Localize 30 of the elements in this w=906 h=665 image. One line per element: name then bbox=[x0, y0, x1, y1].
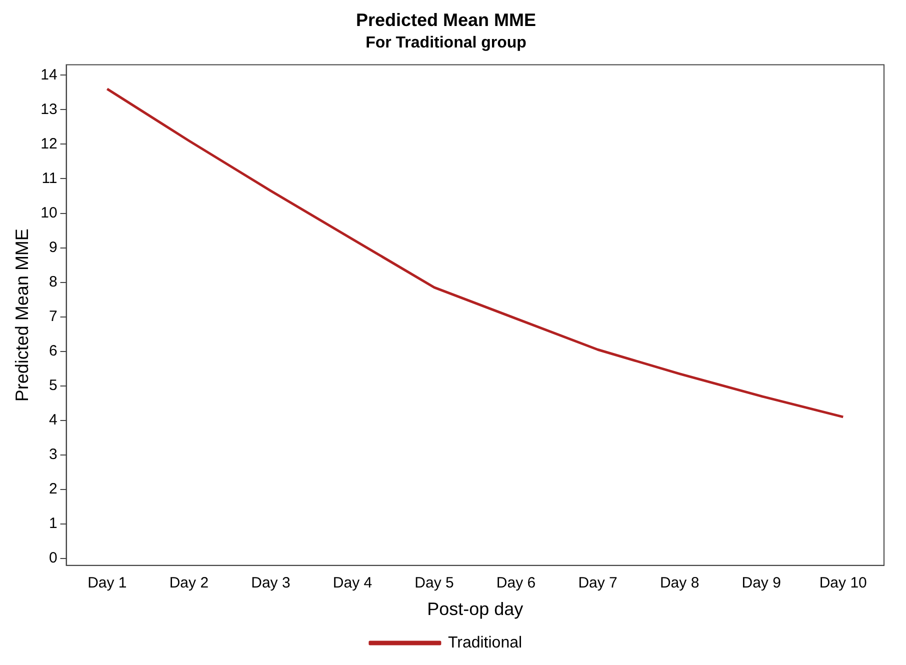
y-tick-label: 4 bbox=[48, 412, 58, 429]
y-tick-label: 10 bbox=[40, 204, 58, 222]
x-axis-title: Post-op day bbox=[427, 599, 524, 620]
y-tick-label: 12 bbox=[40, 135, 58, 152]
x-tick-label: Day 2 bbox=[169, 574, 209, 592]
x-tick-label: Day 9 bbox=[742, 574, 781, 592]
y-tick-label: 5 bbox=[48, 377, 58, 394]
chart-title: Predicted Mean MME bbox=[356, 10, 536, 30]
x-tick-label: Day 8 bbox=[660, 574, 700, 592]
y-tick-label: 13 bbox=[40, 100, 58, 118]
x-tick-label: Day 4 bbox=[332, 574, 372, 592]
y-tick-label: 1 bbox=[48, 515, 58, 532]
y-tick-label: 11 bbox=[42, 170, 58, 187]
x-tick-label: Day 1 bbox=[88, 574, 127, 592]
y-tick-label: 0 bbox=[48, 550, 58, 567]
y-tick-label: 8 bbox=[48, 273, 58, 290]
chart-subtitle: For Traditional group bbox=[366, 34, 527, 52]
y-tick-label: 14 bbox=[40, 66, 58, 84]
y-tick-label: 3 bbox=[48, 446, 58, 464]
x-tick-label: Day 3 bbox=[251, 574, 290, 592]
x-tick-label: Day 6 bbox=[496, 574, 536, 592]
x-tick-label: Day 7 bbox=[578, 574, 618, 592]
y-axis-title: Predicted Mean MME bbox=[12, 228, 32, 402]
legend-label: Traditional bbox=[448, 634, 522, 652]
y-tick-label: 6 bbox=[48, 342, 58, 360]
x-tick-label: Day 5 bbox=[414, 574, 454, 592]
y-tick-label: 2 bbox=[48, 480, 58, 498]
y-tick-label: 7 bbox=[48, 308, 58, 325]
x-tick-label: Day 10 bbox=[819, 574, 867, 592]
y-tick-label: 9 bbox=[48, 238, 58, 256]
